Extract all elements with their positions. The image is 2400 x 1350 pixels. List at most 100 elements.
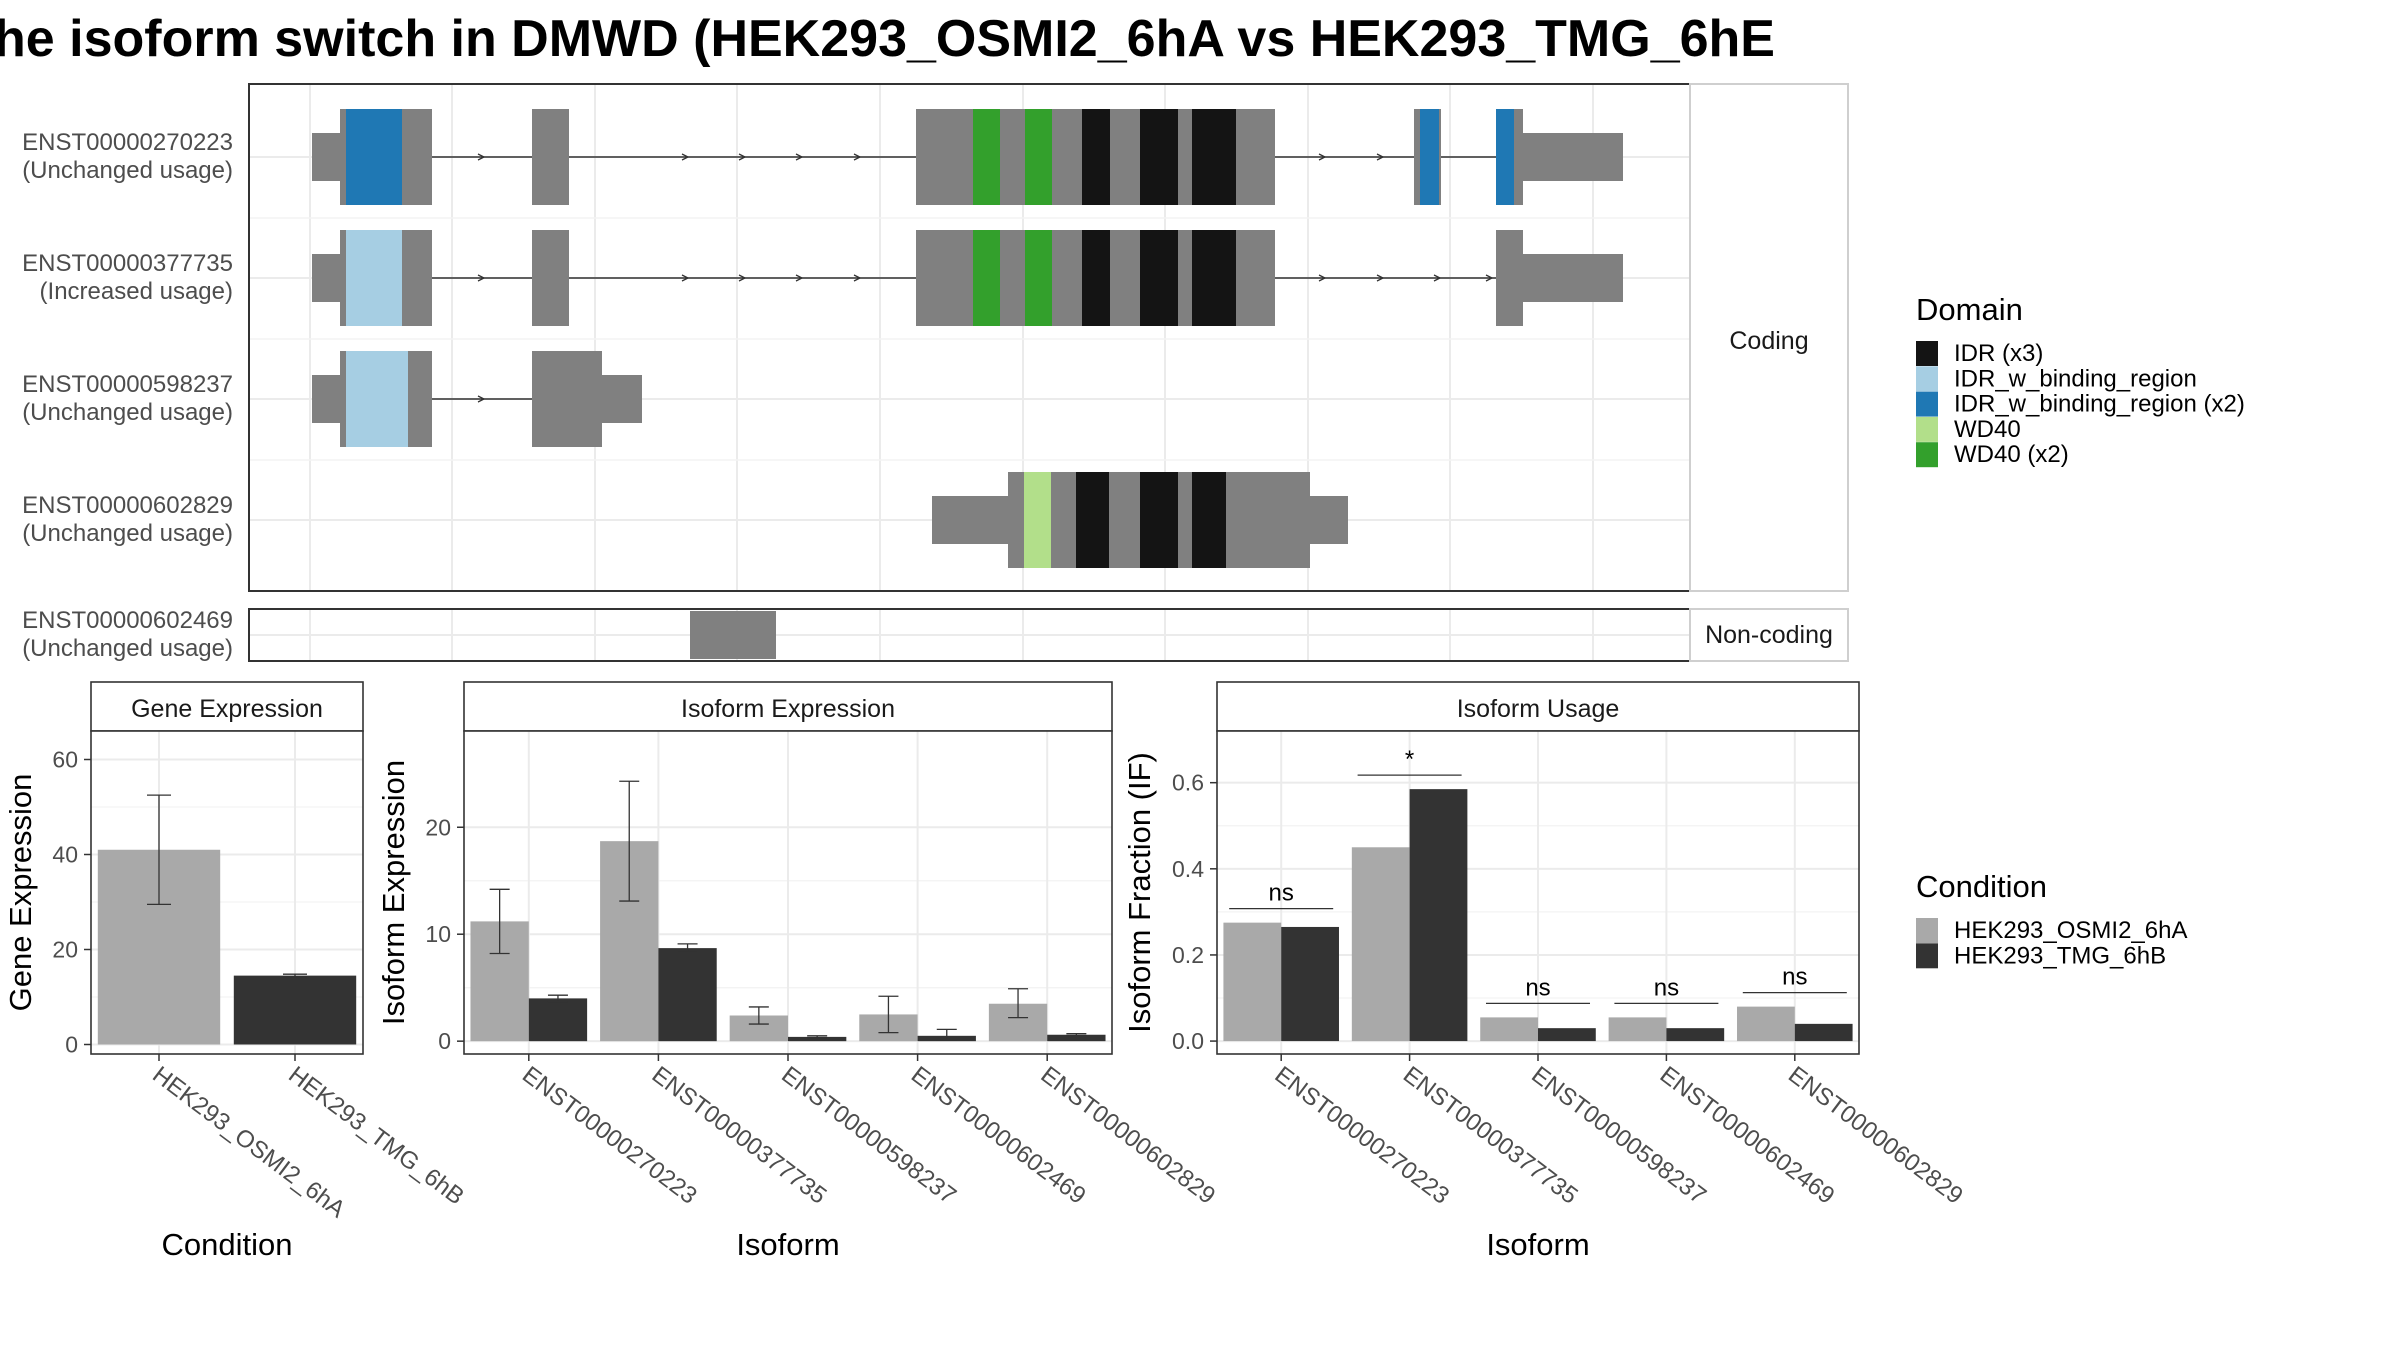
strand-arrow: [853, 274, 862, 282]
y-axis-title: Isoform Expression: [376, 760, 411, 1025]
condition-legend-title: Condition: [1916, 869, 2047, 904]
bar: [528, 998, 588, 1042]
noncoding-strip-label: Non-coding: [1705, 621, 1833, 649]
significance-label: ns: [1654, 974, 1679, 1001]
condition-legend-key: [1916, 918, 1938, 943]
y-tick-label: 0: [65, 1032, 78, 1058]
domain-wd40-x2: [1025, 230, 1052, 326]
domain-idr: [1140, 109, 1178, 205]
domain-idr: [1140, 472, 1178, 568]
x-axis-title: Isoform: [1486, 1227, 1589, 1262]
strand-arrow: [477, 395, 486, 403]
strand-arrow: [795, 274, 804, 282]
y-tick-label: 0.2: [1172, 942, 1204, 968]
bar: [1737, 1006, 1795, 1042]
x-axis-title: Isoform: [736, 1227, 839, 1262]
bar: [1666, 1028, 1725, 1042]
y-tick-label: 60: [52, 747, 78, 773]
transcript-usage-label: (Unchanged usage): [22, 635, 233, 662]
strand-arrow: [1376, 153, 1385, 161]
domain-legend-title: Domain: [1916, 292, 2023, 327]
figure-title: he isoform switch in DMWD (HEK293_OSMI2_…: [0, 10, 1775, 68]
strand-arrow: [795, 153, 804, 161]
domain-legend: Domain IDR (x3)IDR_w_binding_regionIDR_w_…: [1916, 292, 2245, 468]
domain-idr: [1082, 230, 1110, 326]
transcript-usage-label: (Increased usage): [40, 278, 233, 305]
significance-label: *: [1405, 746, 1414, 773]
domain-idr-binding: [346, 230, 402, 326]
panel-border: [90, 730, 364, 1055]
bar: [1538, 1028, 1596, 1042]
transcript-usage-label: (Unchanged usage): [22, 157, 233, 184]
domain-legend-key: [1916, 442, 1938, 468]
bar: [1223, 922, 1282, 1042]
y-tick-label: 0.6: [1172, 770, 1204, 796]
strand-arrow: [1433, 274, 1442, 282]
domain-idr-binding-x2: [346, 109, 402, 205]
domain-idr: [1076, 472, 1109, 568]
significance-label: ns: [1269, 880, 1294, 907]
utr-block: [1310, 496, 1348, 544]
bar: [233, 975, 357, 1045]
bar: [1480, 1017, 1538, 1042]
domain-wd40: [1024, 472, 1051, 568]
domain-legend-key: [1916, 366, 1938, 392]
y-tick-label: 0: [438, 1028, 451, 1054]
y-tick-label: 10: [425, 921, 451, 947]
cds-block: [532, 351, 602, 447]
panel-strip-title: Isoform Usage: [1457, 695, 1620, 723]
domain-wd40-x2: [973, 230, 1000, 326]
bar: [1281, 926, 1339, 1042]
noncoding-strip: [1689, 608, 1849, 662]
domain-idr: [1192, 472, 1226, 568]
strand-arrow: [1485, 274, 1494, 282]
y-axis-title: Isoform Fraction (IF): [1122, 752, 1157, 1033]
bar: [1794, 1023, 1853, 1042]
bar: [1608, 1017, 1667, 1042]
strand-arrow: [681, 274, 690, 282]
domain-wd40-x2: [1025, 109, 1052, 205]
strand-arrow: [1318, 274, 1327, 282]
domain-legend-label: IDR_w_binding_region: [1954, 365, 2197, 392]
transcript-id-label: ENST00000598237: [22, 371, 233, 398]
strand-arrow: [477, 274, 486, 282]
cds-block: [532, 109, 569, 205]
bar: [1047, 1034, 1106, 1042]
strand-arrow: [681, 153, 690, 161]
condition-legend-label: HEK293_TMG_6hB: [1954, 942, 2166, 969]
y-tick-label: 0.4: [1172, 856, 1204, 882]
domain-idr-binding: [346, 351, 408, 447]
domain-idr: [1082, 109, 1110, 205]
panel-strip-title: Isoform Expression: [681, 695, 895, 723]
domain-idr: [1140, 230, 1178, 326]
domain-legend-label: WD40 (x2): [1954, 441, 2069, 468]
transcript-id-label: ENST00000602829: [22, 492, 233, 519]
cds-block: [532, 230, 569, 326]
transcript-id-label: ENST00000270223: [22, 129, 233, 156]
bar: [1351, 847, 1410, 1042]
domain-idr-binding-x2: [1496, 109, 1514, 205]
strand-arrow: [853, 153, 862, 161]
x-axis-title: Condition: [162, 1227, 293, 1262]
strand-arrow: [1376, 274, 1385, 282]
y-tick-label: 20: [52, 937, 78, 963]
utr-block: [312, 375, 340, 423]
domain-legend-key: [1916, 416, 1938, 442]
coding-strip: [1689, 83, 1849, 592]
panel-strip: [1216, 681, 1860, 732]
significance-label: ns: [1782, 964, 1807, 991]
utr-block: [1523, 133, 1623, 181]
condition-legend-key: [1916, 943, 1938, 969]
utr-block: [932, 496, 1008, 544]
utr-block: [312, 133, 340, 181]
domain-idr: [1192, 230, 1236, 326]
strand-arrow: [1318, 153, 1327, 161]
cds-block: [1496, 230, 1523, 326]
panel-strip-title: Gene Expression: [131, 695, 323, 723]
isoform-expression-chart: Isoform Expression01020ENST00000270223EN…: [376, 681, 1220, 1262]
transcript-usage-label: (Unchanged usage): [22, 399, 233, 426]
strand-arrow: [738, 153, 747, 161]
domain-legend-key: [1916, 391, 1938, 417]
